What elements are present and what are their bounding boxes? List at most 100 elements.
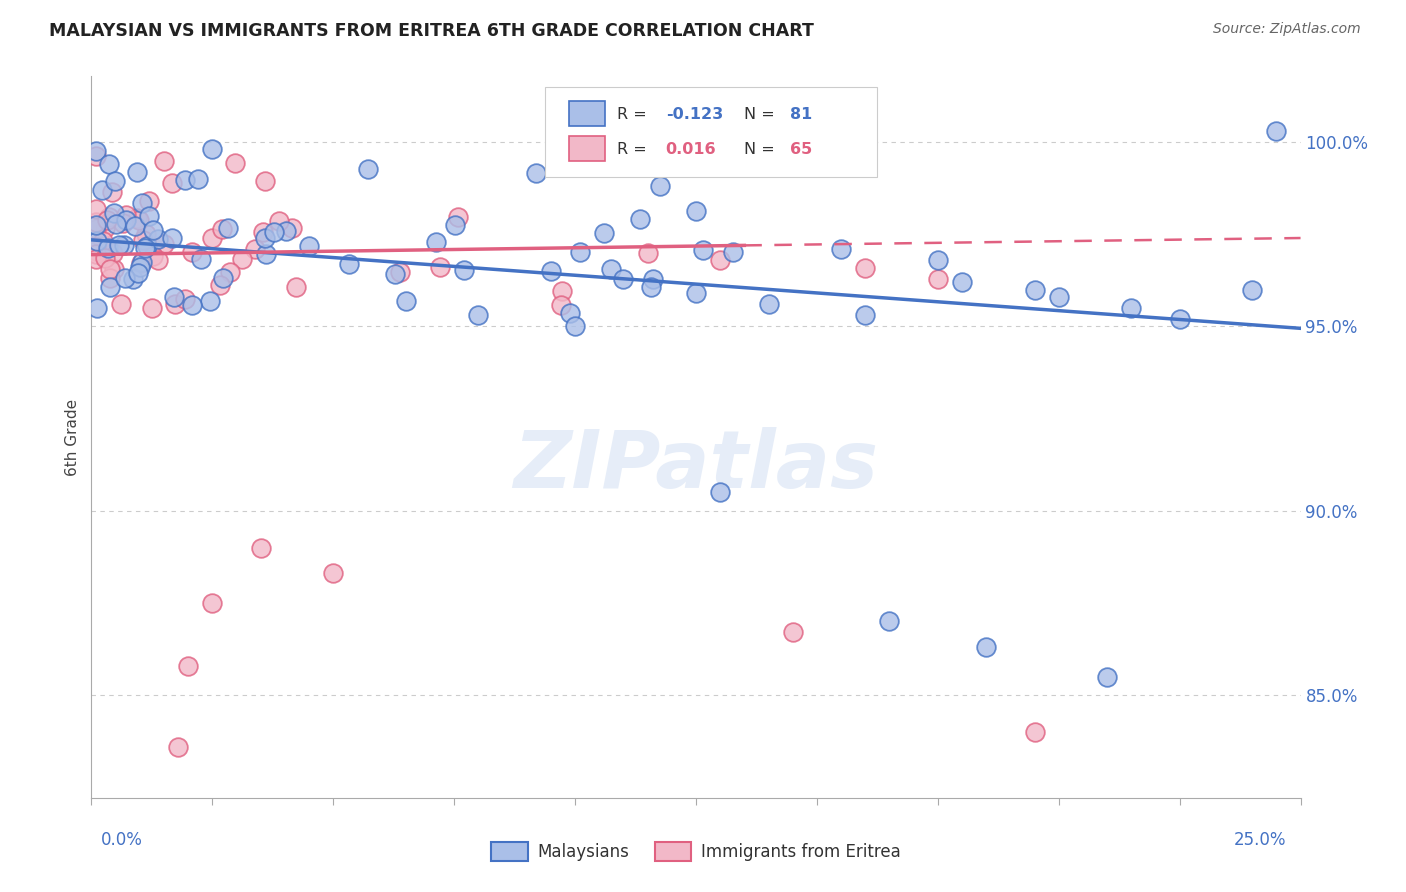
Point	[97, 157, 120, 171]
Point	[132, 233, 155, 247]
Point	[107, 237, 129, 252]
Point	[612, 271, 634, 285]
Point	[94, 244, 117, 258]
Point	[153, 236, 176, 251]
Point	[104, 174, 127, 188]
Point	[540, 264, 562, 278]
Text: 65: 65	[790, 142, 813, 157]
Point	[129, 260, 152, 274]
Point	[337, 257, 360, 271]
Point	[721, 244, 744, 259]
Point	[830, 242, 852, 256]
Point	[114, 208, 136, 222]
Text: 0.0%: 0.0%	[101, 831, 143, 849]
Point	[97, 242, 120, 256]
Y-axis label: 6th Grade: 6th Grade	[65, 399, 80, 475]
Point	[628, 212, 651, 227]
Point	[550, 298, 572, 312]
Legend: Malaysians, Immigrants from Eritrea: Malaysians, Immigrants from Eritrea	[484, 835, 908, 868]
Point	[357, 162, 380, 177]
Point	[224, 156, 246, 170]
Point	[425, 235, 447, 249]
Point	[167, 739, 190, 754]
Point	[599, 262, 621, 277]
Point	[122, 271, 145, 285]
Point	[103, 206, 125, 220]
Point	[180, 244, 202, 259]
Point	[138, 194, 160, 208]
Point	[217, 220, 239, 235]
Point	[201, 596, 224, 610]
Text: R =: R =	[617, 107, 652, 121]
Point	[103, 262, 125, 277]
Point	[201, 142, 224, 156]
Point	[201, 231, 224, 245]
Point	[208, 277, 231, 292]
Point	[127, 266, 149, 280]
Point	[249, 541, 271, 555]
Point	[593, 226, 616, 240]
Point	[231, 252, 253, 266]
Point	[142, 223, 165, 237]
Point	[86, 301, 108, 315]
Point	[84, 218, 107, 232]
Point	[111, 216, 134, 230]
Text: N =: N =	[744, 107, 780, 121]
Text: R =: R =	[617, 142, 652, 157]
Point	[219, 265, 242, 279]
Point	[86, 234, 108, 248]
Point	[86, 145, 108, 159]
Text: 81: 81	[790, 107, 813, 121]
Point	[131, 255, 153, 269]
Point	[100, 280, 122, 294]
Point	[281, 220, 304, 235]
Point	[927, 253, 949, 268]
Point	[243, 242, 266, 256]
Point	[429, 260, 451, 274]
Text: ZIPatlas: ZIPatlas	[513, 427, 879, 505]
Point	[162, 176, 184, 190]
Point	[254, 246, 277, 260]
Point	[685, 286, 707, 301]
Point	[388, 265, 411, 279]
Point	[90, 183, 112, 197]
Point	[524, 166, 547, 180]
Point	[551, 284, 574, 298]
FancyBboxPatch shape	[569, 101, 606, 127]
Text: MALAYSIAN VS IMMIGRANTS FROM ERITREA 6TH GRADE CORRELATION CHART: MALAYSIAN VS IMMIGRANTS FROM ERITREA 6TH…	[49, 22, 814, 40]
Point	[165, 297, 187, 311]
Point	[974, 640, 997, 655]
Point	[114, 271, 136, 285]
Point	[274, 224, 297, 238]
Point	[1024, 725, 1046, 739]
Point	[146, 252, 169, 267]
Point	[98, 270, 121, 285]
Point	[254, 231, 277, 245]
Point	[177, 658, 200, 673]
Point	[94, 251, 117, 265]
Point	[152, 154, 174, 169]
Point	[181, 297, 204, 311]
Point	[93, 221, 115, 235]
Point	[1168, 312, 1191, 326]
Point	[84, 202, 107, 217]
Point	[853, 260, 876, 275]
Point	[138, 209, 160, 223]
Point	[115, 213, 138, 227]
Point	[950, 275, 973, 289]
Point	[1241, 283, 1264, 297]
Point	[453, 263, 475, 277]
Point	[110, 296, 132, 310]
Point	[114, 238, 136, 252]
Point	[263, 225, 285, 239]
Point	[141, 301, 163, 315]
Text: 25.0%: 25.0%	[1234, 831, 1286, 849]
Point	[105, 218, 128, 232]
Text: 0.016: 0.016	[665, 142, 717, 157]
Point	[134, 241, 156, 255]
Point	[709, 485, 731, 500]
Point	[101, 185, 124, 199]
Point	[84, 252, 107, 267]
Point	[447, 210, 470, 224]
Point	[1265, 124, 1288, 138]
